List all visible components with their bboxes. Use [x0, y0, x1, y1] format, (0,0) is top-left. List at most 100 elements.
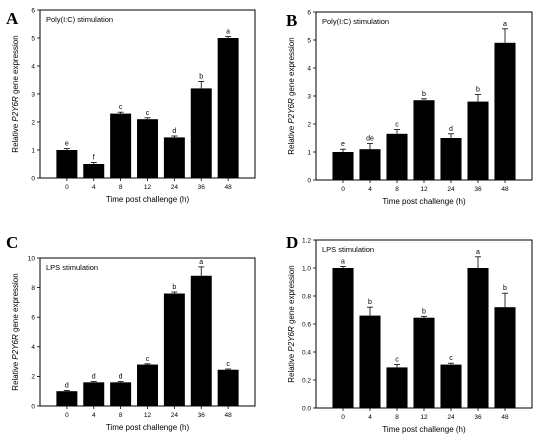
bar	[386, 133, 408, 180]
y-axis-title: Relative P2Y6R gene expression	[11, 35, 20, 152]
x-tick-label: 4	[92, 412, 96, 419]
bar	[332, 268, 354, 408]
y-axis-title-suffix: gene expression	[11, 35, 20, 96]
x-tick-label: 0	[341, 414, 345, 421]
y-axis-title: Relative P2Y6R gene expression	[11, 273, 20, 390]
chart-title: Poly(I:C) stimulation	[46, 15, 113, 24]
y-tick-label: 2	[307, 121, 311, 128]
bar	[332, 152, 354, 180]
y-axis-title-suffix: gene expression	[11, 273, 20, 334]
x-tick-label: 24	[171, 184, 179, 191]
x-tick-label: 24	[447, 414, 455, 421]
significance-letter: d	[92, 374, 96, 381]
bar	[494, 307, 516, 408]
panel-letter: A	[6, 9, 19, 28]
significance-letter: b	[422, 308, 426, 315]
y-axis-title-prefix: Relative	[287, 124, 296, 155]
y-axis-title: Relative P2Y6R gene expression	[287, 265, 296, 382]
y-axis-title: Relative P2Y6R gene expression	[287, 37, 296, 154]
x-tick-label: 4	[368, 414, 372, 421]
bar	[56, 150, 78, 178]
significance-letter: b	[368, 299, 372, 306]
significance-letter: f	[93, 155, 95, 162]
significance-letter: c	[395, 122, 399, 129]
y-tick-label: 0	[31, 175, 35, 182]
y-tick-label: 0.0	[302, 405, 311, 412]
significance-letter: b	[199, 73, 203, 80]
x-tick-label: 0	[341, 186, 345, 193]
y-axis-title-gene: P2Y6R	[11, 334, 20, 360]
bar	[413, 317, 435, 408]
chart-title: LPS stimulation	[322, 245, 374, 254]
significance-letter: b	[503, 285, 507, 292]
y-tick-label: 4	[31, 344, 35, 351]
y-axis-title-gene: P2Y6R	[287, 98, 296, 124]
y-tick-label: 0.4	[302, 349, 311, 356]
y-axis-title-prefix: Relative	[11, 360, 20, 391]
x-tick-label: 48	[501, 414, 509, 421]
significance-letter: a	[476, 249, 480, 256]
y-tick-label: 0.8	[302, 293, 311, 300]
bar	[440, 138, 462, 180]
significance-letter: d	[119, 374, 123, 381]
x-tick-label: 4	[92, 184, 96, 191]
x-tick-label: 48	[225, 412, 233, 419]
x-tick-label: 8	[395, 186, 399, 193]
y-axis-title-suffix: gene expression	[287, 37, 296, 98]
x-tick-label: 12	[420, 414, 428, 421]
x-tick-label: 12	[420, 186, 428, 193]
chart-panel-b: B Poly(I:C) stimulation0123456e0de4c8b12d…	[286, 9, 533, 206]
significance-letter: b	[422, 91, 426, 98]
x-tick-label: 8	[119, 184, 123, 191]
y-tick-label: 0.6	[302, 321, 311, 328]
bar	[440, 364, 462, 408]
x-tick-label: 36	[198, 184, 206, 191]
x-axis-title: Time post challenge (h)	[382, 197, 466, 206]
x-tick-label: 0	[65, 412, 69, 419]
significance-letter: c	[449, 355, 453, 362]
bar	[359, 315, 381, 408]
bar	[190, 275, 212, 406]
chart-panel-a: A Poly(I:C) stimulation0123456e0f4c8c12d2…	[6, 7, 256, 204]
y-tick-label: 6	[307, 9, 311, 16]
x-axis-title: Time post challenge (h)	[106, 195, 190, 204]
chart-title: Poly(I:C) stimulation	[322, 17, 389, 26]
bar	[467, 268, 489, 408]
x-tick-label: 36	[474, 186, 482, 193]
significance-letter: a	[341, 259, 345, 266]
significance-letter: a	[226, 29, 230, 36]
bar	[110, 113, 132, 178]
bar	[163, 137, 185, 178]
bar	[413, 100, 435, 180]
significance-letter: d	[65, 382, 69, 389]
chart-title: LPS stimulation	[46, 263, 98, 272]
significance-letter: c	[119, 104, 123, 111]
y-tick-label: 0	[31, 403, 35, 410]
bar	[137, 364, 158, 406]
y-axis-title-prefix: Relative	[11, 122, 20, 153]
bar	[56, 391, 78, 406]
y-axis-title-gene: P2Y6R	[11, 96, 20, 122]
y-tick-label: 1	[307, 149, 311, 156]
x-tick-label: 0	[65, 184, 69, 191]
y-tick-label: 1.2	[302, 237, 311, 244]
significance-letter: a	[503, 21, 507, 28]
x-tick-label: 8	[395, 414, 399, 421]
x-tick-label: 24	[447, 186, 455, 193]
y-tick-label: 0.2	[302, 377, 311, 384]
panel-letter: D	[286, 233, 298, 252]
significance-letter: c	[146, 110, 150, 117]
significance-letter: c	[146, 356, 150, 363]
bar	[386, 367, 408, 408]
bar	[83, 164, 105, 178]
bar	[163, 293, 185, 406]
y-tick-label: 3	[31, 91, 35, 98]
y-tick-label: 0	[307, 177, 311, 184]
significance-letter: b	[172, 284, 176, 291]
x-tick-label: 24	[171, 412, 179, 419]
bar	[83, 382, 105, 406]
x-axis-title: Time post challenge (h)	[106, 423, 190, 432]
bar	[190, 88, 212, 178]
